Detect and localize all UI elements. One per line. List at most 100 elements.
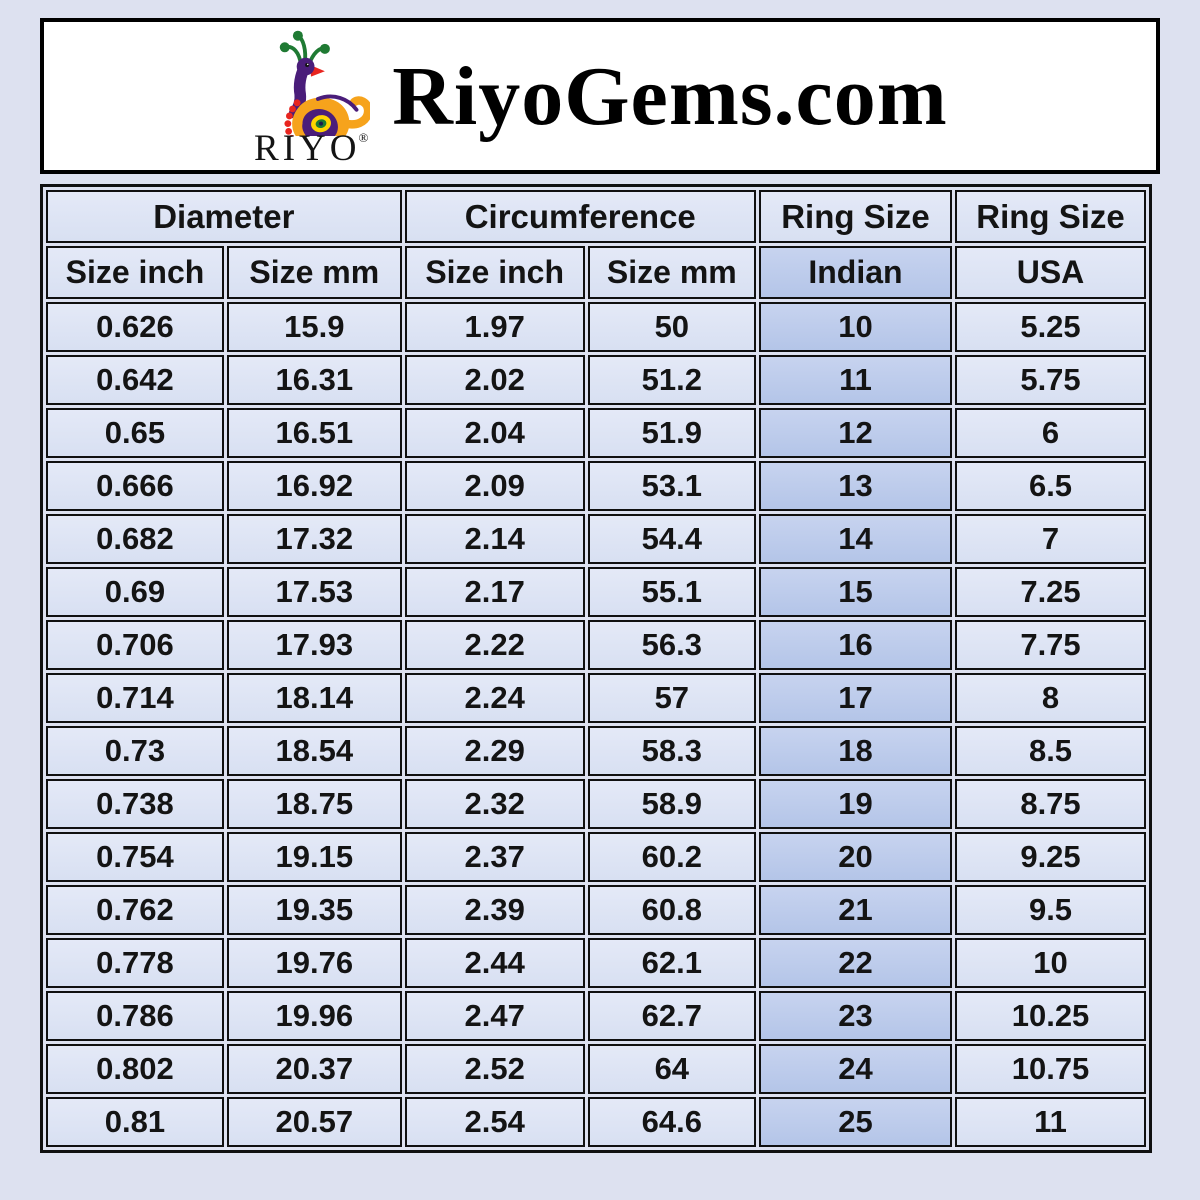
table-cell: 20: [758, 832, 953, 882]
logo-wordmark-text: RIYO: [254, 127, 361, 169]
table-row: 0.642 16.31 2.02 51.2 11 5.75: [46, 355, 1146, 405]
table-cell: 10.75: [955, 1044, 1146, 1094]
table-cell: 19: [758, 779, 953, 829]
table-cell: 5.75: [955, 355, 1146, 405]
table-cell: 0.714: [46, 673, 224, 723]
table-cell: 0.626: [46, 302, 224, 352]
table-cell: 57: [587, 673, 756, 723]
table-cell: 15.9: [226, 302, 402, 352]
table-row: 0.802 20.37 2.52 64 24 10.75: [46, 1044, 1146, 1094]
group-header-ring-size: Ring Size: [955, 190, 1146, 243]
table-cell: 51.9: [587, 408, 756, 458]
table-cell: 54.4: [587, 514, 756, 564]
table-cell: 58.3: [587, 726, 756, 776]
table-cell: 20.57: [226, 1097, 402, 1147]
table-cell: 2.29: [404, 726, 585, 776]
table-cell: 0.786: [46, 991, 224, 1041]
table-cell: 15: [758, 567, 953, 617]
table-row: 0.786 19.96 2.47 62.7 23 10.25: [46, 991, 1146, 1041]
table-cell: 55.1: [587, 567, 756, 617]
table-cell: 0.706: [46, 620, 224, 670]
table-cell: 2.02: [404, 355, 585, 405]
table-cell: 18.75: [226, 779, 402, 829]
table-cell: 21: [758, 885, 953, 935]
table-cell: 60.2: [587, 832, 756, 882]
table-cell: 0.642: [46, 355, 224, 405]
table-cell: 18.54: [226, 726, 402, 776]
table-cell: 13: [758, 461, 953, 511]
table-head: Diameter Circumference Ring Size Ring Size …: [46, 190, 1146, 299]
table-cell: 51.2: [587, 355, 756, 405]
table-cell: 17.93: [226, 620, 402, 670]
table-cell: 2.39: [404, 885, 585, 935]
table-cell: 0.65: [46, 408, 224, 458]
table-row: 0.706 17.93 2.22 56.3 16 7.75: [46, 620, 1146, 670]
table-cell: 2.17: [404, 567, 585, 617]
table-row: 0.714 18.14 2.24 57 17 8: [46, 673, 1146, 723]
table-cell: 2.04: [404, 408, 585, 458]
table-cell: 10: [955, 938, 1146, 988]
sub-header-size-inch: Size inch: [404, 246, 585, 299]
table-cell: 53.1: [587, 461, 756, 511]
table-cell: 0.81: [46, 1097, 224, 1147]
table-cell: 0.69: [46, 567, 224, 617]
table-cell: 7.75: [955, 620, 1146, 670]
sub-header-row: Size inch Size mm Size inch Size mm Indian US…: [46, 246, 1146, 299]
table-cell: 0.682: [46, 514, 224, 564]
table-cell: 7: [955, 514, 1146, 564]
riyo-logo: RIYO®: [252, 28, 371, 167]
group-header-row: Diameter Circumference Ring Size Ring Size: [46, 190, 1146, 243]
table-row: 0.778 19.76 2.44 62.1 22 10: [46, 938, 1146, 988]
table-cell: 1.97: [404, 302, 585, 352]
table-row: 0.626 15.9 1.97 50 10 5.25: [46, 302, 1146, 352]
table-cell: 18.14: [226, 673, 402, 723]
table-cell: 2.47: [404, 991, 585, 1041]
table-cell: 58.9: [587, 779, 756, 829]
table-cell: 56.3: [587, 620, 756, 670]
logo-wordmark: RIYO®: [254, 130, 368, 167]
table-cell: 11: [758, 355, 953, 405]
group-header-ring-size: Ring Size: [758, 190, 953, 243]
site-title: RiyoGems.com: [392, 49, 948, 143]
table-cell: 11: [955, 1097, 1146, 1147]
table-cell: 19.15: [226, 832, 402, 882]
ring-size-table: Diameter Circumference Ring Size Ring Size …: [40, 184, 1152, 1153]
table-cell: 25: [758, 1097, 953, 1147]
peacock-icon: [279, 30, 371, 136]
table-cell: 0.73: [46, 726, 224, 776]
table-cell: 60.8: [587, 885, 756, 935]
table-cell: 50: [587, 302, 756, 352]
table-cell: 0.666: [46, 461, 224, 511]
table-body: 0.626 15.9 1.97 50 10 5.25 0.642 16.31 2.02 51.2 1…: [46, 302, 1146, 1147]
table-cell: 9.25: [955, 832, 1146, 882]
table-cell: 24: [758, 1044, 953, 1094]
table-cell: 0.754: [46, 832, 224, 882]
header: RIYO® RiyoGems.com: [40, 18, 1160, 174]
table-cell: 2.14: [404, 514, 585, 564]
table-cell: 0.738: [46, 779, 224, 829]
group-header-circumference: Circumference: [404, 190, 756, 243]
table-cell: 16.51: [226, 408, 402, 458]
sub-header-usa: USA: [955, 246, 1146, 299]
table-cell: 2.54: [404, 1097, 585, 1147]
table-cell: 6: [955, 408, 1146, 458]
table-cell: 18: [758, 726, 953, 776]
table-cell: 10.25: [955, 991, 1146, 1041]
table-cell: 20.37: [226, 1044, 402, 1094]
sub-header-size-inch: Size inch: [46, 246, 224, 299]
table-row: 0.65 16.51 2.04 51.9 12 6: [46, 408, 1146, 458]
table-row: 0.666 16.92 2.09 53.1 13 6.5: [46, 461, 1146, 511]
table-cell: 2.32: [404, 779, 585, 829]
table-cell: 64.6: [587, 1097, 756, 1147]
table-cell: 22: [758, 938, 953, 988]
table-cell: 16: [758, 620, 953, 670]
registered-mark-icon: ®: [358, 129, 369, 145]
table-row: 0.762 19.35 2.39 60.8 21 9.5: [46, 885, 1146, 935]
table-cell: 19.35: [226, 885, 402, 935]
table-row: 0.682 17.32 2.14 54.4 14 7: [46, 514, 1146, 564]
table-cell: 12: [758, 408, 953, 458]
table-cell: 9.5: [955, 885, 1146, 935]
table-cell: 19.76: [226, 938, 402, 988]
sub-header-size-mm: Size mm: [226, 246, 402, 299]
table-cell: 19.96: [226, 991, 402, 1041]
